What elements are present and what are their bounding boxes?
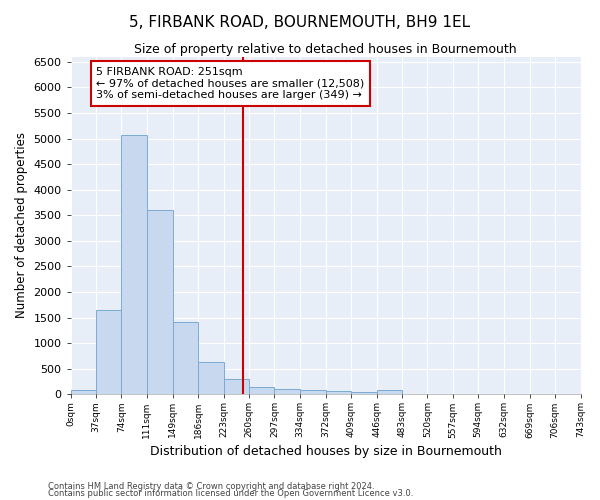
Bar bbox=[224, 379, 249, 394]
Y-axis label: Number of detached properties: Number of detached properties bbox=[15, 132, 28, 318]
Bar bbox=[199, 362, 224, 394]
Title: Size of property relative to detached houses in Bournemouth: Size of property relative to detached ho… bbox=[134, 42, 517, 56]
Bar bbox=[121, 136, 147, 394]
Bar bbox=[352, 392, 377, 394]
Bar bbox=[326, 391, 352, 394]
Bar bbox=[71, 390, 96, 394]
Text: 5, FIRBANK ROAD, BOURNEMOUTH, BH9 1EL: 5, FIRBANK ROAD, BOURNEMOUTH, BH9 1EL bbox=[130, 15, 470, 30]
Bar bbox=[173, 322, 199, 394]
Text: 5 FIRBANK ROAD: 251sqm
← 97% of detached houses are smaller (12,508)
3% of semi-: 5 FIRBANK ROAD: 251sqm ← 97% of detached… bbox=[96, 67, 364, 100]
X-axis label: Distribution of detached houses by size in Bournemouth: Distribution of detached houses by size … bbox=[149, 444, 502, 458]
Bar bbox=[249, 386, 274, 394]
Bar bbox=[377, 390, 402, 394]
Bar bbox=[147, 210, 173, 394]
Text: Contains public sector information licensed under the Open Government Licence v3: Contains public sector information licen… bbox=[48, 489, 413, 498]
Bar bbox=[300, 390, 326, 394]
Bar bbox=[274, 388, 300, 394]
Text: Contains HM Land Registry data © Crown copyright and database right 2024.: Contains HM Land Registry data © Crown c… bbox=[48, 482, 374, 491]
Bar bbox=[96, 310, 121, 394]
